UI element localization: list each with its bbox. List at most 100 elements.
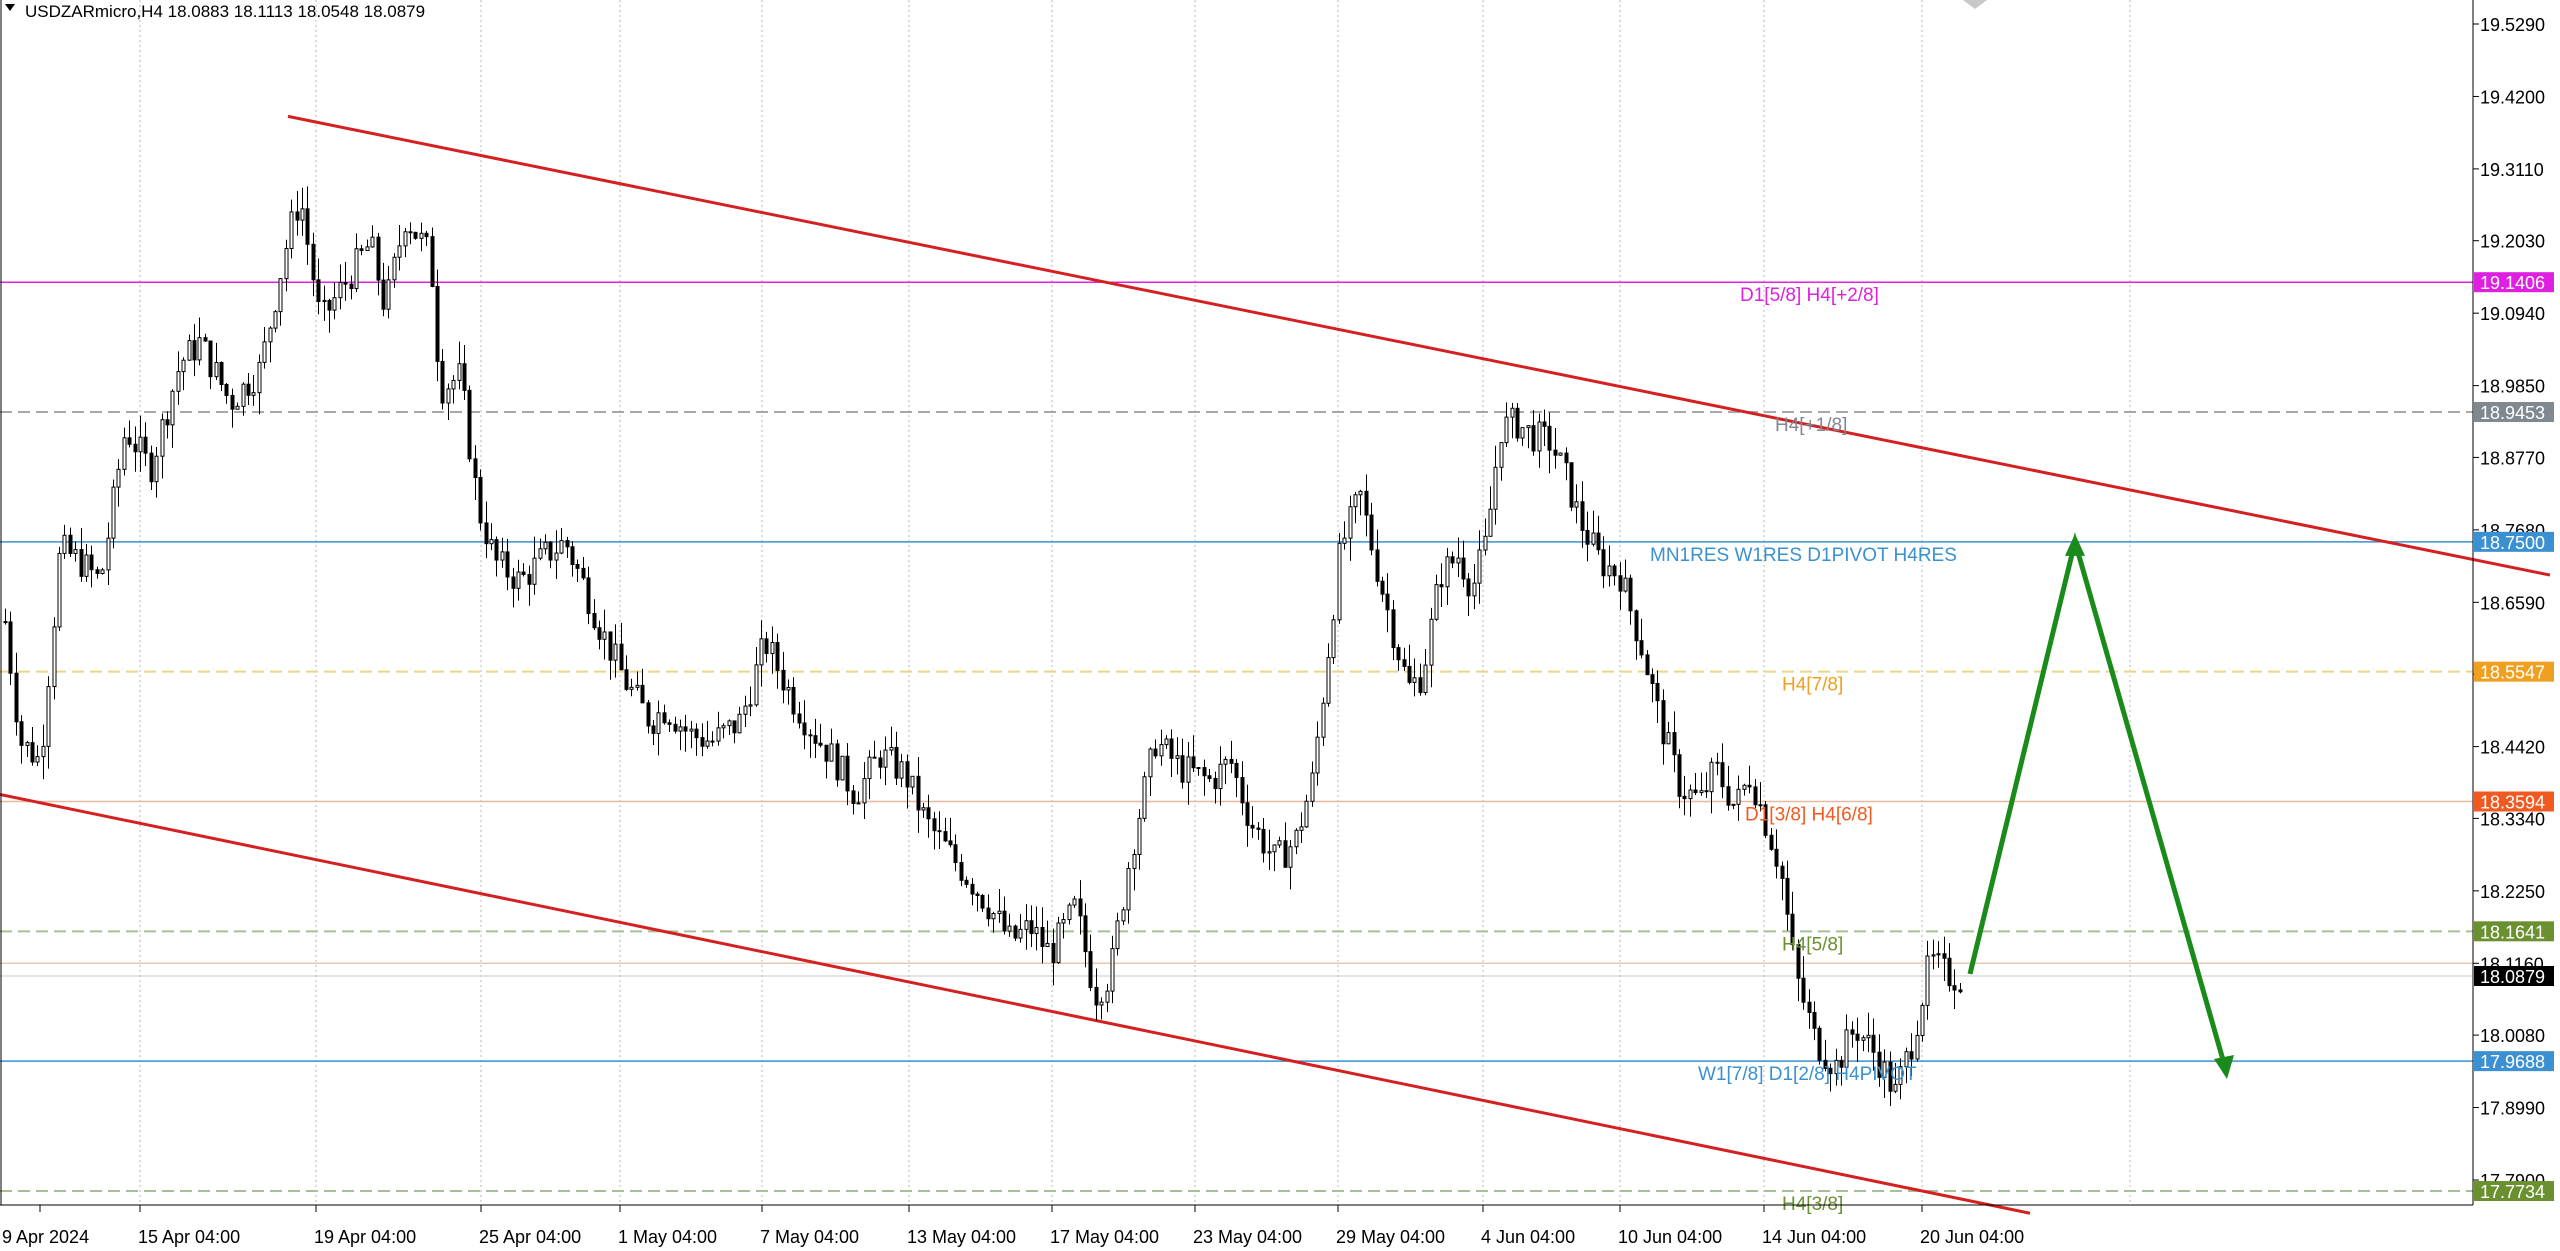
candle-body — [608, 631, 613, 661]
level-badge-4: 18.3594 — [2480, 792, 2545, 812]
candle-body — [673, 723, 678, 732]
candle-body — [1369, 514, 1374, 551]
candle-body — [1499, 442, 1504, 468]
chart-header: USDZARmicro,H4 18.0883 18.1113 18.0548 1… — [5, 2, 425, 21]
forecast-arrows[interactable] — [1967, 532, 2234, 1079]
candle-body — [1947, 957, 1952, 987]
candle-body — [959, 861, 964, 881]
candle-body — [1817, 1027, 1822, 1061]
candle-body — [1321, 702, 1326, 738]
candle-body — [273, 311, 278, 329]
channel-upper-line — [287, 114, 2551, 577]
candle-body — [1029, 920, 1034, 935]
candle-body — [1304, 800, 1309, 828]
candle-body — [1807, 1001, 1812, 1013]
candle-body — [1753, 786, 1758, 806]
candle-body — [133, 443, 138, 453]
candle-body — [322, 299, 327, 303]
candle-body — [1666, 732, 1671, 745]
candle-body — [1580, 501, 1585, 531]
candle-body — [964, 879, 969, 885]
time-tick-label-1: 15 Apr 04:00 — [138, 1227, 240, 1247]
candle-body — [365, 246, 370, 252]
candle-body — [1450, 556, 1455, 564]
candle-body — [1639, 640, 1644, 656]
candle-body — [1537, 421, 1542, 452]
candle-body — [775, 642, 780, 671]
candle-body — [1326, 657, 1331, 704]
candle-body — [1569, 462, 1574, 508]
candle-body — [489, 539, 494, 545]
candle-body — [613, 643, 618, 661]
level-label-2: MN1RES W1RES D1PIVOT H4RES — [1650, 545, 1957, 566]
candle-body — [1288, 846, 1293, 868]
candle-body — [1742, 784, 1747, 790]
candle-body — [3, 621, 8, 624]
candle-body — [516, 571, 521, 589]
candle-body — [403, 231, 408, 247]
candle-body — [1110, 948, 1115, 992]
candle-body — [986, 907, 991, 920]
candle-body — [1844, 1029, 1849, 1068]
candle-body — [835, 743, 840, 781]
price-tick-label-12: 18.2250 — [2480, 882, 2545, 902]
candle-body — [1909, 1051, 1914, 1060]
candle-body — [84, 554, 89, 577]
candle-body — [597, 627, 602, 640]
channel-lines[interactable] — [0, 114, 2551, 1215]
time-tick-label-13: 20 Jun 04:00 — [1920, 1227, 2024, 1247]
time-tick-label-11: 10 Jun 04:00 — [1618, 1227, 1722, 1247]
candle-body — [295, 211, 300, 221]
candle-body — [716, 727, 721, 742]
candle-body — [192, 340, 197, 361]
candle-body — [257, 361, 262, 394]
candle-body — [1261, 828, 1266, 854]
time-tick-label-9: 29 May 04:00 — [1336, 1227, 1445, 1247]
candle-body — [62, 534, 67, 554]
candle-body — [754, 664, 759, 706]
candle-body — [332, 297, 337, 311]
candle-body — [845, 755, 850, 792]
level-badge-bg-4 — [2474, 791, 2554, 812]
forecast-path — [1967, 532, 2228, 1068]
price-tick-label-4: 19.0940 — [2480, 304, 2545, 324]
candle-body — [1191, 756, 1196, 769]
candle-body — [700, 737, 705, 747]
candle-body — [1142, 776, 1147, 819]
candle-body — [559, 540, 564, 554]
candle-body — [1915, 1034, 1920, 1060]
candle-body — [1013, 925, 1018, 939]
dropdown-triangle-icon[interactable] — [5, 4, 15, 11]
candle-body — [1094, 986, 1099, 1006]
level-badge-5: 18.1641 — [2480, 922, 2545, 942]
candle-body — [1699, 790, 1704, 794]
candle-body — [25, 742, 30, 746]
candle-body — [138, 436, 143, 453]
candle-body — [1061, 919, 1066, 924]
candle-body — [1018, 928, 1023, 939]
candle-body — [1472, 582, 1477, 597]
candle-body — [1526, 425, 1531, 429]
candle-body — [926, 807, 931, 820]
candle-body — [1564, 452, 1569, 464]
candle-body — [878, 757, 883, 768]
candle-body — [1175, 755, 1180, 759]
candle-body — [1461, 557, 1466, 580]
candle-body — [262, 341, 267, 363]
candle-body — [1931, 954, 1936, 957]
price-tick-label-3: 19.2030 — [2480, 232, 2545, 252]
level-badge-8: 17.7734 — [2480, 1182, 2545, 1202]
candle-body — [970, 883, 975, 895]
candle-body — [1078, 898, 1083, 917]
candle-body — [1493, 466, 1498, 510]
candle-body — [1412, 677, 1417, 683]
candle-body — [1747, 784, 1752, 788]
candle-body — [1677, 754, 1682, 797]
candle-body — [1045, 942, 1050, 948]
candle-body — [181, 359, 186, 373]
candle-body — [1693, 789, 1698, 794]
candle-body — [1213, 777, 1218, 790]
candle-body — [1396, 647, 1401, 661]
